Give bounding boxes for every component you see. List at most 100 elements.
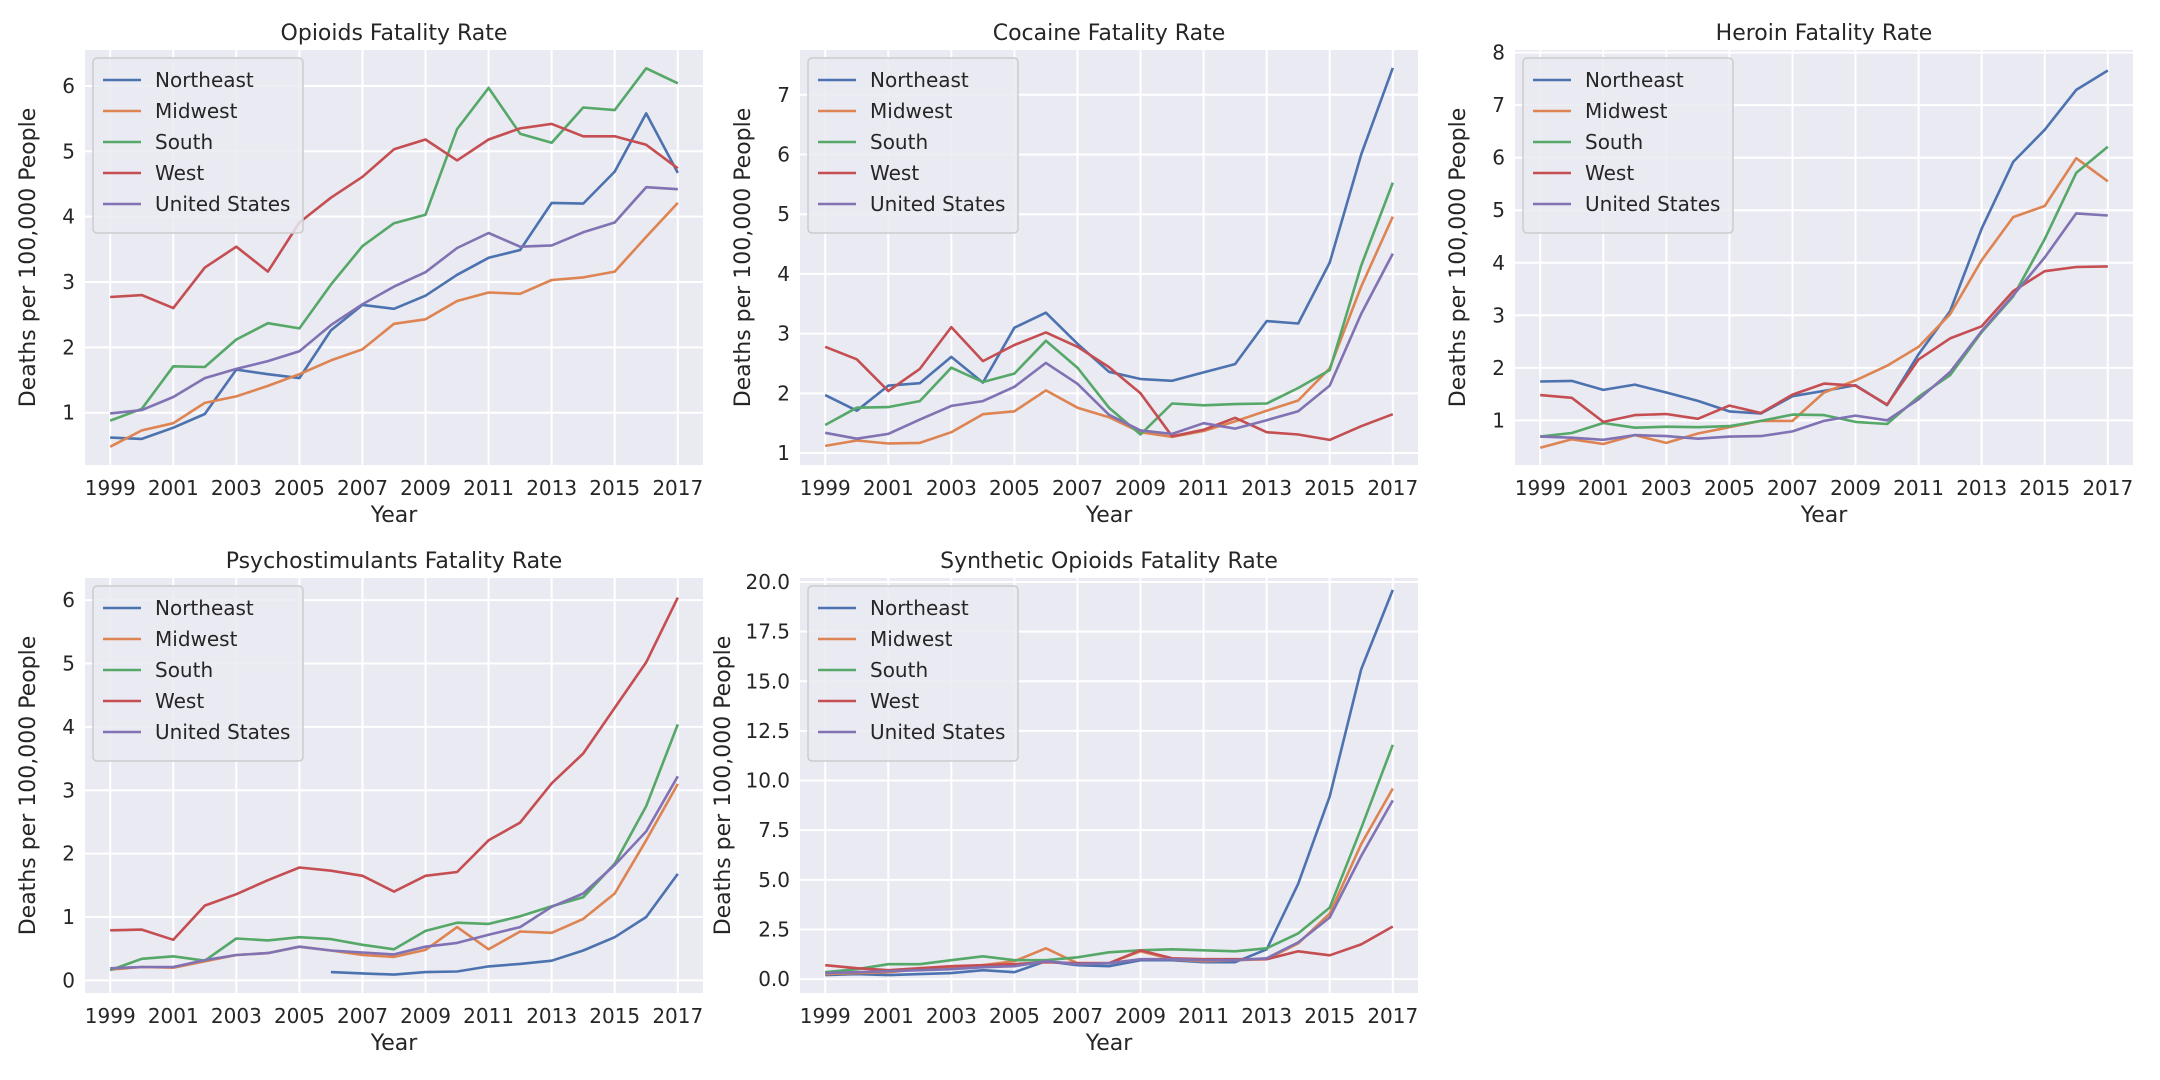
x-tick-label: 2015: [1304, 476, 1355, 500]
series-line-northeast: [110, 112, 679, 441]
y-tick-label: 5: [62, 139, 75, 163]
y-tick-label: 6: [1492, 146, 1505, 170]
x-tick-label: 2005: [274, 1004, 325, 1028]
x-tick-label: 2009: [400, 1004, 451, 1028]
y-axis-label: Deaths per 100,000 People: [16, 636, 41, 936]
legend-entry-south: South: [1585, 130, 1643, 154]
x-tick-label: 2013: [1956, 476, 2007, 500]
x-tick-label: 2011: [1893, 476, 1944, 500]
legend-entry-united-states: United States: [1585, 192, 1720, 216]
legend-entry-south: South: [870, 658, 928, 682]
x-axis-label: Year: [1800, 503, 1849, 528]
y-tick-label: 0.0: [758, 967, 790, 991]
y-axis-label: Deaths per 100,000 People: [16, 108, 41, 408]
x-tick-label: 1999: [800, 476, 851, 500]
x-tick-label: 2017: [2082, 476, 2133, 500]
y-tick-label: 3: [777, 322, 790, 346]
y-tick-label: 1: [1492, 408, 1505, 432]
y-tick-label: 5.0: [758, 868, 790, 892]
series-line-united-states: [1540, 212, 2108, 442]
legend-frame: [92, 585, 304, 762]
x-tick-label: 2013: [526, 1004, 577, 1028]
x-tick-label: 2003: [211, 476, 262, 500]
series-line-south: [824, 182, 1395, 436]
y-tick-label: 7: [777, 83, 790, 107]
legend-entry-northeast: Northeast: [155, 596, 254, 620]
x-tick-label: 2015: [1304, 1004, 1355, 1028]
legend-entry-south: South: [155, 658, 213, 682]
x-tick-label: 1999: [800, 1004, 851, 1028]
x-tick-label: 2005: [989, 476, 1040, 500]
x-tick-label: 2005: [1704, 476, 1755, 500]
series-line-northeast: [824, 67, 1395, 412]
series-line-midwest: [109, 202, 679, 448]
x-tick-label: 1999: [85, 1004, 136, 1028]
chart-psychostimulants-fatality-rate: 1999 2001 2003 2005 2007 2009 2011 2013 2015 2017…: [16, 549, 703, 1056]
x-tick-label: 2007: [1052, 1004, 1103, 1028]
x-tick-label: 2001: [148, 476, 199, 500]
legend-entry-northeast: Northeast: [1585, 68, 1684, 92]
x-tick-label: 2007: [1052, 476, 1103, 500]
series-line-west: [110, 597, 679, 942]
x-tick-label: 2015: [589, 476, 640, 500]
x-tick-label: 2001: [863, 476, 914, 500]
legend-entry-midwest: Midwest: [1585, 99, 1668, 123]
y-tick-label: 15.0: [745, 669, 790, 693]
legend: Northeast Midwest South West United States: [92, 57, 304, 234]
x-axis-label: Year: [1085, 503, 1134, 528]
legend-entry-midwest: Midwest: [155, 99, 238, 123]
chart-title: Synthetic Opioids Fatality Rate: [940, 549, 1278, 574]
x-tick-label: 2009: [1115, 476, 1166, 500]
series-line-united-states: [824, 252, 1394, 440]
x-tick-label: 2007: [1767, 476, 1818, 500]
series-line-west: [110, 122, 679, 310]
legend-entry-west: West: [870, 161, 919, 185]
x-tick-label: 2017: [1367, 476, 1418, 500]
x-axis-label: Year: [370, 503, 419, 528]
legend: Northeast Midwest South West United States: [1522, 57, 1734, 234]
y-tick-label: 17.5: [745, 620, 790, 644]
legend-entry-west: West: [155, 161, 204, 185]
series-line-united-states: [110, 775, 679, 970]
y-tick-label: 4: [62, 715, 75, 739]
x-tick-label: 2013: [526, 476, 577, 500]
y-tick-label: 12.5: [745, 719, 790, 743]
legend-entry-midwest: Midwest: [155, 627, 238, 651]
chart-opioids-fatality-rate: 1999 2001 2003 2005 2007 2009 2011 2013 2015 2017…: [16, 21, 703, 528]
y-tick-label: 2: [62, 335, 75, 359]
y-tick-label: 3: [62, 270, 75, 294]
x-axis-label: Year: [1085, 1031, 1134, 1056]
x-tick-label: 2005: [274, 476, 325, 500]
legend-entry-south: South: [155, 130, 213, 154]
series-line-northeast: [330, 873, 679, 976]
chart-synthetic-opioids-fatality-rate: 1999 2001 2003 2005 2007 2009 2011 2013 2015 2017…: [711, 549, 1418, 1056]
legend-entry-united-states: United States: [870, 192, 1005, 216]
y-axis-label: Deaths per 100,000 People: [731, 108, 756, 408]
x-tick-label: 2001: [148, 1004, 199, 1028]
legend-frame: [807, 57, 1019, 234]
legend-entry-united-states: United States: [870, 720, 1005, 744]
x-tick-label: 1999: [85, 476, 136, 500]
y-tick-label: 10.0: [745, 769, 790, 793]
y-tick-label: 6: [62, 588, 75, 612]
y-axis-label: Deaths per 100,000 People: [1446, 108, 1471, 408]
chart-title: Psychostimulants Fatality Rate: [226, 549, 563, 574]
x-tick-label: 2011: [1178, 476, 1229, 500]
chart-title: Cocaine Fatality Rate: [993, 21, 1226, 46]
x-tick-label: 2011: [463, 476, 514, 500]
y-tick-label: 6: [777, 142, 790, 166]
y-tick-label: 5: [1492, 198, 1505, 222]
y-tick-label: 4: [777, 262, 790, 286]
x-tick-label: 2007: [337, 1004, 388, 1028]
x-tick-label: 2003: [926, 1004, 977, 1028]
y-tick-label: 20.0: [745, 570, 790, 594]
y-tick-label: 2: [1492, 356, 1505, 380]
legend-entry-south: South: [870, 130, 928, 154]
series-line-west: [1540, 265, 2108, 424]
series-line-northeast: [1540, 69, 2109, 415]
legend: Northeast Midwest South West United States: [807, 585, 1019, 762]
y-tick-label: 5: [777, 202, 790, 226]
y-tick-label: 3: [62, 778, 75, 802]
x-tick-label: 2001: [1578, 476, 1629, 500]
x-axis-label: Year: [370, 1031, 419, 1056]
